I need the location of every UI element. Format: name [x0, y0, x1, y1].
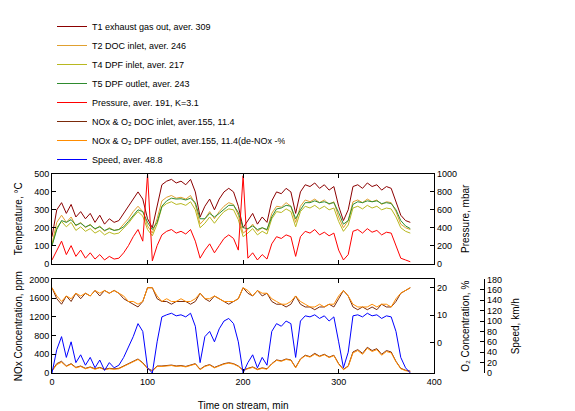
svg-text:400: 400	[427, 377, 442, 387]
svg-text:NOx & O₂ DOC inlet, aver.155,: NOx & O₂ DOC inlet, aver.155, 11.4	[92, 117, 234, 127]
svg-text:80: 80	[487, 327, 497, 337]
svg-text:60: 60	[487, 337, 497, 347]
svg-text:20: 20	[437, 283, 447, 293]
svg-text:400: 400	[34, 187, 49, 197]
svg-text:600: 600	[437, 205, 452, 215]
svg-text:T1 exhaust gas out, aver. 309: T1 exhaust gas out, aver. 309	[92, 22, 211, 32]
svg-text:Temperature, °C: Temperature, °C	[13, 182, 24, 255]
svg-text:500: 500	[34, 169, 49, 179]
svg-text:40: 40	[487, 347, 497, 357]
svg-text:0: 0	[437, 259, 442, 269]
svg-text:300: 300	[331, 377, 346, 387]
svg-text:200: 200	[437, 241, 452, 251]
svg-text:1000: 1000	[437, 169, 457, 179]
svg-text:160: 160	[487, 285, 502, 295]
svg-text:T2 DOC inlet, aver. 246: T2 DOC inlet, aver. 246	[92, 41, 186, 51]
svg-text:T4 DPF inlet, aver. 217: T4 DPF inlet, aver. 217	[92, 60, 184, 70]
svg-text:0: 0	[49, 377, 54, 387]
svg-text:200: 200	[236, 377, 251, 387]
svg-text:800: 800	[34, 331, 49, 341]
svg-text:0: 0	[487, 368, 492, 378]
svg-text:100: 100	[140, 377, 155, 387]
svg-text:180: 180	[487, 275, 502, 285]
svg-text:1600: 1600	[29, 293, 49, 303]
svg-text:NOx Concentration, ppm: NOx Concentration, ppm	[13, 271, 24, 381]
svg-text:200: 200	[34, 223, 49, 233]
svg-text:Speed, km/h: Speed, km/h	[510, 298, 521, 354]
svg-text:100: 100	[487, 316, 502, 326]
svg-text:NOx & O₂ DPF outlet, aver.155,: NOx & O₂ DPF outlet, aver.155, 11.4(de-N…	[92, 136, 285, 146]
svg-text:140: 140	[487, 295, 502, 305]
svg-text:0: 0	[437, 338, 442, 348]
svg-text:300: 300	[34, 205, 49, 215]
svg-text:Time on stream, min: Time on stream, min	[198, 400, 289, 411]
svg-text:1200: 1200	[29, 312, 49, 322]
svg-text:0: 0	[44, 368, 49, 378]
svg-text:Speed, aver. 48.8: Speed, aver. 48.8	[92, 155, 163, 165]
svg-text:Pressure, aver. 191, K=3.1: Pressure, aver. 191, K=3.1	[92, 98, 199, 108]
svg-text:T5 DPF outlet, aver. 243: T5 DPF outlet, aver. 243	[92, 79, 190, 89]
svg-text:Pressure, mbar: Pressure, mbar	[460, 184, 471, 253]
svg-text:800: 800	[437, 187, 452, 197]
svg-text:10: 10	[437, 310, 447, 320]
svg-text:2000: 2000	[29, 275, 49, 285]
svg-text:20: 20	[487, 358, 497, 368]
svg-text:400: 400	[34, 349, 49, 359]
svg-text:0: 0	[44, 259, 49, 269]
svg-text:400: 400	[437, 223, 452, 233]
svg-text:O₂ Concentration, %: O₂ Concentration, %	[460, 281, 471, 372]
svg-text:100: 100	[34, 241, 49, 251]
svg-text:120: 120	[487, 306, 502, 316]
